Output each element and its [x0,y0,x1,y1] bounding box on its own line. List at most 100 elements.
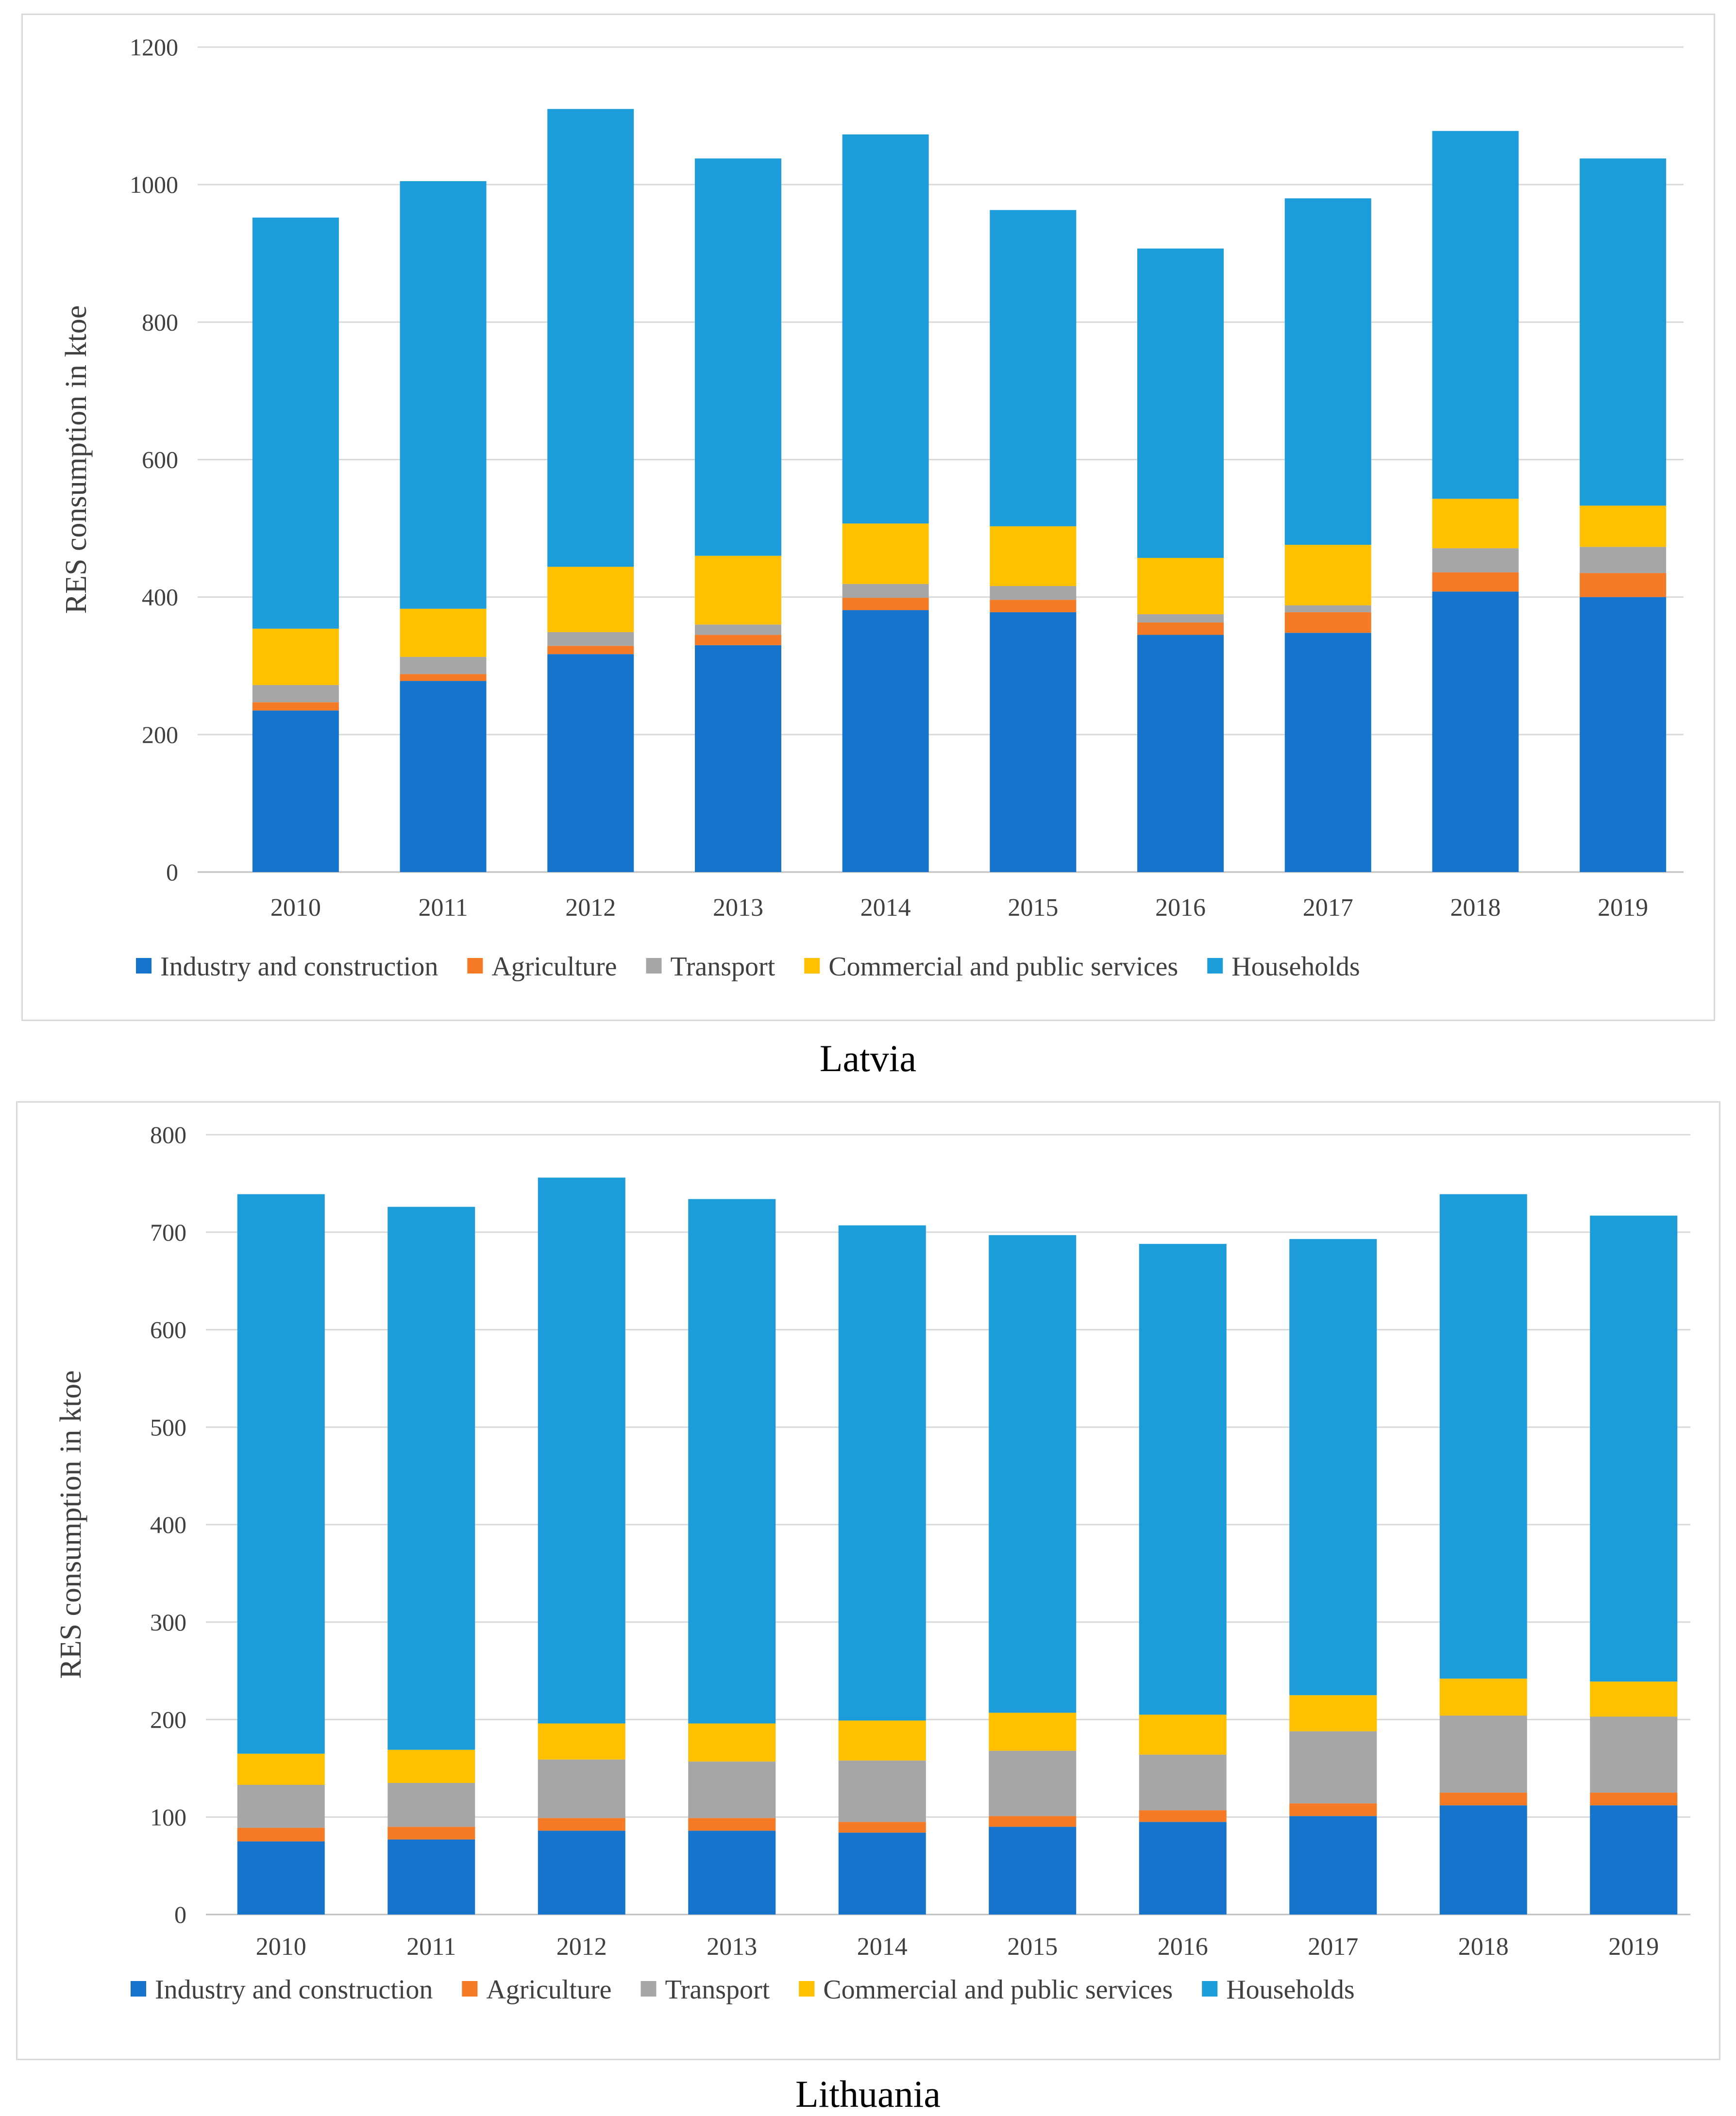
lithuania-y-tick-label: 600 [150,1316,186,1343]
latvia-bar-agriculture-2016 [1137,622,1224,635]
latvia-chart-panel: 0 200 400 600 800 1000 1200 RES consumption in … [21,14,1715,1021]
lithuania-chart: 0 100 200 300 400 500 600 700 800 RES consumption… [54,1121,1690,2005]
lithuania-bar-transport-2016 [1139,1754,1227,1811]
lithuania-y-tick-label: 400 [150,1511,186,1538]
latvia-bar-industry-and-construction-2015 [990,612,1077,872]
latvia-legend-label-commercial-and-public-services: Commercial and public services [828,952,1178,982]
lithuania-x-tick-label: 2010 [256,1933,306,1961]
latvia-x-tick-label: 2014 [860,894,911,922]
latvia-bar-industry-and-construction-2010 [252,710,339,872]
latvia-bar-commercial-and-public-services-2015 [990,526,1077,587]
latvia-bar-industry-and-construction-2013 [694,645,781,872]
latvia-bar-households-2018 [1432,131,1519,499]
latvia-legend-swatch-transport [646,958,662,974]
latvia-bar-households-2017 [1284,198,1371,545]
latvia-bar-households-2016 [1137,248,1224,558]
latvia-y-axis-title: RES consumption in ktoe [60,305,93,614]
latvia-legend-label-transport: Transport [670,952,775,982]
latvia-bar-agriculture-2017 [1284,612,1371,633]
latvia-bar-industry-and-construction-2018 [1432,591,1519,872]
latvia-bar-agriculture-2013 [694,635,781,645]
latvia-bar-transport-2011 [400,656,487,674]
lithuania-bar-commercial-and-public-services-2017 [1289,1695,1377,1731]
latvia-bar-agriculture-2018 [1432,572,1519,592]
lithuania-bar-industry-and-construction-2013 [688,1831,776,1914]
latvia-legend-label-agriculture: Agriculture [491,952,617,982]
lithuania-bar-transport-2012 [538,1759,625,1818]
latvia-bar-industry-and-construction-2019 [1580,597,1667,872]
lithuania-bar-households-2010 [237,1194,325,1754]
lithuania-bar-transport-2019 [1590,1716,1678,1793]
lithuania-bar-households-2018 [1439,1194,1527,1679]
latvia-chart-title: Latvia [819,1037,917,1079]
lithuania-bar-agriculture-2019 [1590,1793,1678,1806]
lithuania-legend-swatch-commercial-and-public-services [799,1981,815,1997]
lithuania-bar-agriculture-2014 [838,1822,926,1833]
lithuania-x-tick-label: 2016 [1158,1933,1208,1961]
lithuania-bar-transport-2011 [388,1782,475,1827]
lithuania-bar-agriculture-2017 [1289,1803,1377,1816]
lithuania-legend-label-households: Households [1226,1975,1354,2005]
lithuania-y-tick-label: 700 [150,1219,186,1246]
latvia-chart: 0 200 400 600 800 1000 1200 RES consumption in … [60,34,1684,982]
lithuania-bar-agriculture-2012 [538,1818,625,1831]
lithuania-bar-transport-2018 [1439,1715,1527,1793]
lithuania-bar-households-2014 [838,1225,926,1721]
latvia-legend-swatch-agriculture [467,958,483,974]
lithuania-bar-households-2012 [538,1177,625,1724]
latvia-legend-label-industry-and-construction: Industry and construction [160,952,438,982]
lithuania-y-tick-label: 800 [150,1121,186,1148]
latvia-bar-agriculture-2012 [547,646,634,655]
lithuania-bar-industry-and-construction-2018 [1439,1805,1527,1914]
latvia-bar-agriculture-2019 [1580,573,1667,597]
latvia-bar-commercial-and-public-services-2012 [547,567,634,632]
lithuania-legend-label-agriculture: Agriculture [486,1975,611,2005]
latvia-bar-households-2010 [252,218,339,629]
lithuania-bar-commercial-and-public-services-2013 [688,1723,776,1762]
lithuania-bar-commercial-and-public-services-2014 [838,1720,926,1761]
latvia-y-tick-label: 800 [142,308,178,336]
latvia-bar-industry-and-construction-2012 [547,654,634,872]
latvia-bar-households-2014 [842,134,929,524]
latvia-bar-transport-2016 [1137,614,1224,623]
latvia-bar-transport-2012 [547,632,634,646]
latvia-legend-swatch-industry-and-construction [136,958,152,974]
latvia-bar-households-2013 [694,158,781,556]
lithuania-bar-transport-2010 [237,1785,325,1828]
lithuania-bar-commercial-and-public-services-2016 [1139,1714,1227,1755]
lithuania-bar-commercial-and-public-services-2011 [388,1749,475,1783]
latvia-bar-agriculture-2010 [252,702,339,711]
lithuania-y-tick-label: 200 [150,1706,186,1733]
lithuania-bar-agriculture-2015 [989,1816,1077,1827]
lithuania-bar-transport-2013 [688,1761,776,1818]
latvia-x-tick-label: 2010 [270,894,321,922]
latvia-bar-industry-and-construction-2011 [400,681,487,872]
latvia-x-tick-label: 2019 [1598,894,1648,922]
lithuania-bar-commercial-and-public-services-2018 [1439,1679,1527,1716]
lithuania-bar-industry-and-construction-2012 [538,1831,625,1914]
lithuania-x-tick-label: 2011 [406,1933,456,1961]
lithuania-bar-industry-and-construction-2017 [1289,1816,1377,1914]
latvia-bar-commercial-and-public-services-2014 [842,523,929,584]
lithuania-x-tick-label: 2014 [857,1933,908,1961]
latvia-x-tick-label: 2015 [1008,894,1058,922]
latvia-bar-agriculture-2014 [842,598,929,610]
lithuania-chart-panel: 0 100 200 300 400 500 600 700 800 RES consumption… [16,1101,1720,2060]
lithuania-legend-label-industry-and-construction: Industry and construction [155,1975,433,2005]
lithuania-y-tick-label: 500 [150,1413,186,1441]
latvia-bar-commercial-and-public-services-2017 [1284,545,1371,605]
latvia-y-tick-label: 1000 [130,171,178,198]
lithuania-y-tick-label: 300 [150,1609,186,1636]
lithuania-legend-label-transport: Transport [665,1975,770,2005]
lithuania-x-tick-label: 2013 [707,1933,757,1961]
lithuania-bar-industry-and-construction-2016 [1139,1822,1227,1914]
latvia-bar-commercial-and-public-services-2018 [1432,499,1519,549]
lithuania-bar-households-2017 [1289,1239,1377,1696]
latvia-legend-label-households: Households [1231,952,1360,982]
latvia-bar-industry-and-construction-2017 [1284,633,1371,872]
latvia-bar-households-2015 [990,210,1077,526]
latvia-bar-transport-2013 [694,624,781,635]
latvia-x-tick-label: 2016 [1155,894,1206,922]
latvia-bar-households-2012 [547,109,634,567]
lithuania-bar-commercial-and-public-services-2010 [237,1753,325,1785]
